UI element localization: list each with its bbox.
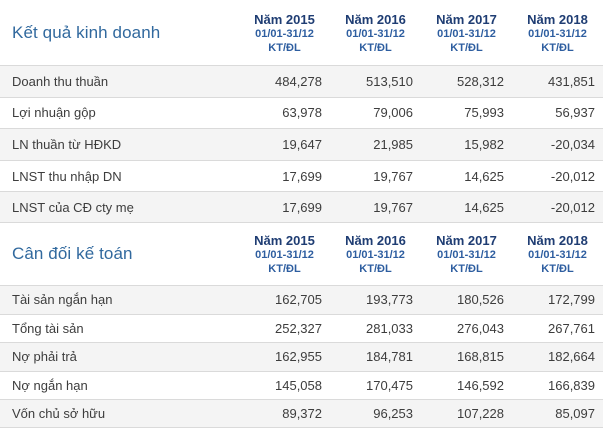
table-row: LN thuần từ HĐKD 19,647 21,985 15,982 -2… <box>0 128 603 160</box>
row-label: LN thuần từ HĐKD <box>12 136 122 152</box>
column-header-2017: Năm 2017 01/01-31/12 KT/ĐL <box>421 0 512 65</box>
period-label: 01/01-31/12 <box>437 249 496 262</box>
cell-value: 170,475 <box>366 378 413 394</box>
period-label: 01/01-31/12 <box>528 249 587 262</box>
cell-value: 14,625 <box>464 168 504 184</box>
cell-value: 21,985 <box>373 136 413 152</box>
cell-value: 79,006 <box>373 105 413 121</box>
cell-value: -20,012 <box>550 168 595 184</box>
cell-value: 184,781 <box>366 349 413 365</box>
unit-label: KT/ĐL <box>268 262 301 275</box>
period-label: 01/01-31/12 <box>346 249 405 262</box>
year-label: Năm 2015 <box>254 233 315 249</box>
cell-value: 168,815 <box>457 349 504 365</box>
cell-value: 19,767 <box>373 168 413 184</box>
cell-value: 193,773 <box>366 292 413 308</box>
period-label: 01/01-31/12 <box>255 28 314 40</box>
cell-value: 63,978 <box>282 105 322 121</box>
unit-label: KT/ĐL <box>450 262 483 275</box>
cell-value: 267,761 <box>548 320 595 336</box>
section-header: Kết quả kinh doanh Năm 2015 01/01-31/12 … <box>0 0 603 65</box>
cell-value: 162,955 <box>275 349 322 365</box>
cell-value: 528,312 <box>457 73 504 89</box>
cell-value: 107,228 <box>457 406 504 422</box>
year-label: Năm 2016 <box>345 233 406 249</box>
table-row: Vốn chủ sở hữu 89,372 96,253 107,228 85,… <box>0 399 603 428</box>
table-row: Tài sản ngắn hạn 162,705 193,773 180,526… <box>0 284 603 314</box>
table-row: Lợi nhuận gộp 63,978 79,006 75,993 56,93… <box>0 96 603 129</box>
cell-value: -20,012 <box>550 199 595 215</box>
cell-value: 166,839 <box>548 378 595 394</box>
cell-value: 17,699 <box>282 168 322 184</box>
cell-value: 182,664 <box>548 349 595 365</box>
section-business-results: Kết quả kinh doanh Năm 2015 01/01-31/12 … <box>0 0 603 223</box>
cell-value: 75,993 <box>464 105 504 121</box>
cell-value: 513,510 <box>366 73 413 89</box>
year-label: Năm 2017 <box>436 12 497 27</box>
table-row: Doanh thu thuần 484,278 513,510 528,312 … <box>0 65 603 97</box>
period-label: 01/01-31/12 <box>255 249 314 262</box>
year-label: Năm 2016 <box>345 12 406 27</box>
cell-value: 146,592 <box>457 378 504 394</box>
cell-value: 484,278 <box>275 73 322 89</box>
unit-label: KT/ĐL <box>359 262 392 275</box>
table-row: Nợ ngắn hạn 145,058 170,475 146,592 166,… <box>0 370 603 400</box>
column-header-2018: Năm 2018 01/01-31/12 KT/ĐL <box>512 0 603 65</box>
cell-value: 15,982 <box>464 136 504 152</box>
cell-value: -20,034 <box>550 136 595 152</box>
row-label: Tổng tài sản <box>12 320 84 336</box>
cell-value: 276,043 <box>457 320 504 336</box>
cell-value: 14,625 <box>464 199 504 215</box>
row-label: Doanh thu thuần <box>12 73 109 89</box>
cell-value: 180,526 <box>457 292 504 308</box>
cell-value: 17,699 <box>282 199 322 215</box>
row-label: Lợi nhuận gộp <box>12 105 96 121</box>
unit-label: KT/ĐL <box>541 41 574 54</box>
table-row: Nợ phải trả 162,955 184,781 168,815 182,… <box>0 342 603 371</box>
row-label: Tài sản ngắn hạn <box>12 292 113 308</box>
unit-label: KT/ĐL <box>359 41 392 54</box>
column-header-2017: Năm 2017 01/01-31/12 KT/ĐL <box>421 223 512 285</box>
table-row: Tổng tài sản 252,327 281,033 276,043 267… <box>0 313 603 343</box>
table-row: LNST của CĐ cty mẹ 17,699 19,767 14,625 … <box>0 191 603 223</box>
year-label: Năm 2018 <box>527 233 588 249</box>
section-balance-sheet: Cân đối kế toán Năm 2015 01/01-31/12 KT/… <box>0 222 603 428</box>
cell-value: 252,327 <box>275 320 322 336</box>
row-label: Nợ phải trả <box>12 349 77 365</box>
column-header-2016: Năm 2016 01/01-31/12 KT/ĐL <box>330 223 421 285</box>
column-header-2015: Năm 2015 01/01-31/12 KT/ĐL <box>239 223 330 285</box>
period-label: 01/01-31/12 <box>346 28 405 40</box>
unit-label: KT/ĐL <box>450 41 483 54</box>
cell-value: 162,705 <box>275 292 322 308</box>
unit-label: KT/ĐL <box>268 41 301 54</box>
section-header: Cân đối kế toán Năm 2015 01/01-31/12 KT/… <box>0 222 603 285</box>
table-row: LNST thu nhập DN 17,699 19,767 14,625 -2… <box>0 159 603 192</box>
row-label: Nợ ngắn hạn <box>12 378 88 394</box>
cell-value: 172,799 <box>548 292 595 308</box>
year-label: Năm 2015 <box>254 12 315 27</box>
cell-value: 85,097 <box>555 406 595 422</box>
section-title: Cân đối kế toán <box>12 243 133 263</box>
cell-value: 431,851 <box>548 73 595 89</box>
cell-value: 19,647 <box>282 136 322 152</box>
column-header-2015: Năm 2015 01/01-31/12 KT/ĐL <box>239 0 330 65</box>
period-label: 01/01-31/12 <box>437 28 496 40</box>
row-label: LNST thu nhập DN <box>12 168 122 184</box>
row-label: LNST của CĐ cty mẹ <box>12 199 134 215</box>
cell-value: 56,937 <box>555 105 595 121</box>
section-title: Kết quả kinh doanh <box>12 22 161 42</box>
year-label: Năm 2018 <box>527 12 588 27</box>
unit-label: KT/ĐL <box>541 262 574 275</box>
row-label: Vốn chủ sở hữu <box>12 406 106 422</box>
column-header-2016: Năm 2016 01/01-31/12 KT/ĐL <box>330 0 421 65</box>
period-label: 01/01-31/12 <box>528 28 587 40</box>
year-label: Năm 2017 <box>436 233 497 249</box>
cell-value: 89,372 <box>282 406 322 422</box>
cell-value: 281,033 <box>366 320 413 336</box>
cell-value: 96,253 <box>373 406 413 422</box>
column-header-2018: Năm 2018 01/01-31/12 KT/ĐL <box>512 223 603 285</box>
cell-value: 19,767 <box>373 199 413 215</box>
cell-value: 145,058 <box>275 378 322 394</box>
